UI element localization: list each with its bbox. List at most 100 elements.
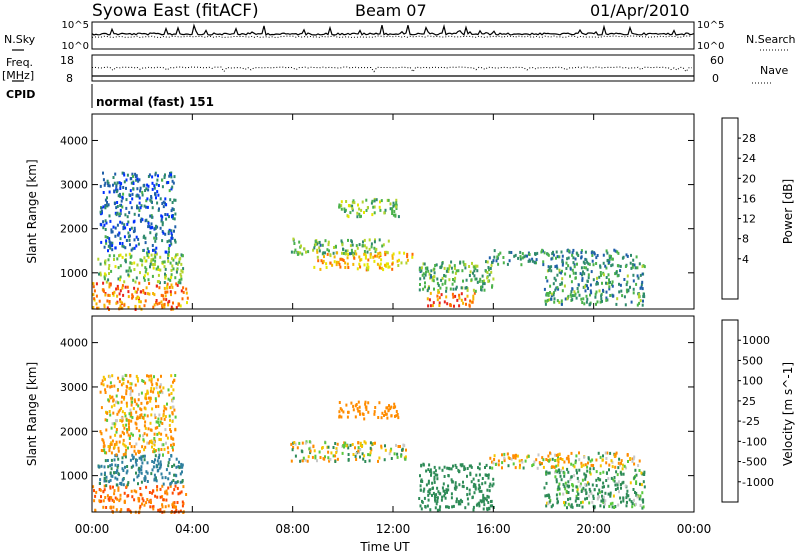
cell (600, 294, 603, 298)
cell (633, 503, 636, 507)
cell (119, 482, 122, 485)
cell (602, 500, 605, 504)
cell (131, 453, 134, 457)
cell (478, 504, 481, 508)
cell (433, 275, 436, 279)
cell (182, 485, 185, 489)
cell (357, 449, 360, 453)
cell (635, 482, 638, 485)
cell (567, 470, 570, 474)
cell (593, 505, 596, 509)
cell (374, 441, 376, 445)
cell (431, 493, 433, 497)
cell (556, 470, 559, 474)
cell (630, 300, 633, 304)
cell (555, 286, 558, 290)
cell (140, 471, 143, 475)
cell (102, 383, 105, 387)
cell (123, 397, 125, 401)
cell (566, 506, 568, 510)
cell (153, 236, 156, 240)
cell (129, 374, 132, 378)
cell (603, 505, 605, 509)
cell (561, 263, 564, 267)
cell (597, 477, 600, 480)
cell (116, 477, 119, 481)
cell (173, 408, 176, 412)
cell (618, 282, 620, 286)
cell (117, 457, 120, 461)
cell (631, 263, 634, 267)
cell (578, 458, 581, 462)
cell (120, 481, 123, 485)
cell (554, 265, 557, 269)
cell (356, 215, 359, 219)
cell (372, 442, 375, 445)
cell (493, 255, 496, 259)
cell (591, 500, 594, 504)
cell (104, 388, 107, 392)
cell (564, 297, 567, 301)
cell (117, 266, 120, 270)
cell (445, 295, 448, 299)
cell (92, 485, 95, 489)
cell (491, 466, 494, 470)
cell (580, 255, 583, 259)
cell (346, 256, 349, 260)
cell (559, 474, 562, 478)
cell (144, 381, 147, 385)
cell (369, 446, 372, 450)
cell (95, 282, 98, 286)
cell (324, 455, 326, 459)
cell (472, 288, 475, 292)
cell (472, 505, 475, 509)
cell (146, 461, 149, 465)
cell (430, 471, 433, 475)
cell (157, 447, 160, 451)
cell (352, 404, 355, 408)
cell (110, 384, 113, 388)
cell (512, 462, 515, 466)
cell (119, 253, 122, 257)
cell (129, 243, 131, 247)
cell (143, 503, 146, 507)
cell (616, 274, 619, 278)
cell (496, 255, 499, 259)
cell (438, 304, 441, 307)
cell (151, 187, 154, 191)
cell (319, 243, 322, 247)
cell (437, 283, 440, 287)
cell (632, 273, 635, 277)
cell (460, 292, 463, 296)
cell (424, 273, 427, 277)
cell (616, 473, 619, 477)
cell (419, 488, 422, 492)
cell (570, 503, 573, 507)
cell (157, 265, 160, 269)
y-tick-label: 4000 (60, 134, 88, 147)
cell (586, 465, 589, 469)
cell (420, 266, 423, 270)
cell (595, 290, 598, 294)
cell (631, 459, 634, 463)
cell (297, 252, 300, 256)
cell (488, 506, 490, 510)
cell (626, 453, 629, 456)
cell (135, 374, 138, 378)
cell (389, 449, 392, 453)
cell (171, 207, 174, 211)
cell (106, 299, 109, 303)
cell (155, 479, 158, 483)
cell (364, 400, 367, 404)
cell (599, 471, 602, 475)
cell (136, 287, 139, 291)
cell (464, 266, 467, 270)
cell (468, 274, 471, 277)
cell (357, 409, 360, 413)
cell (129, 189, 132, 193)
cell (434, 264, 437, 267)
cell (625, 283, 628, 287)
cell (174, 484, 177, 488)
cell (117, 488, 120, 492)
cell (166, 402, 168, 406)
